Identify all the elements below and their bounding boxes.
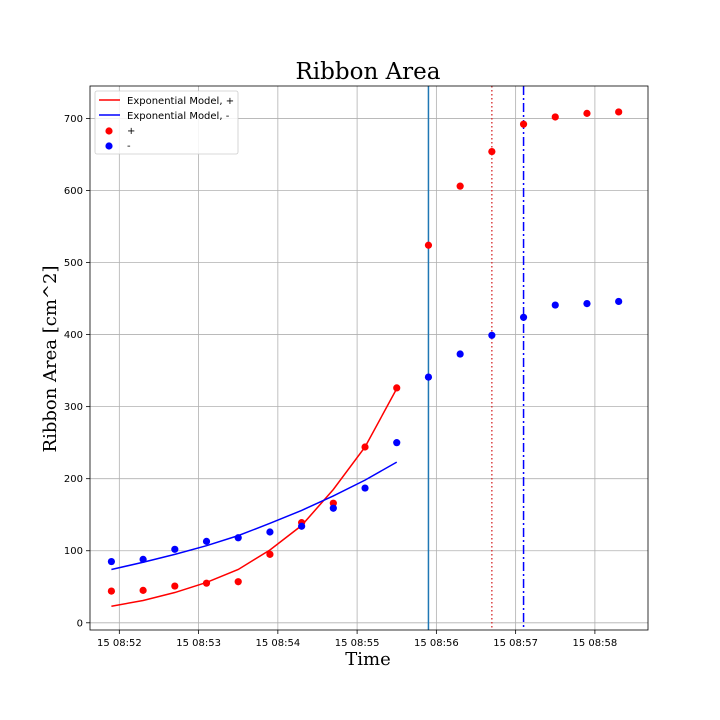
point-minus (519, 313, 528, 321)
point-plus (361, 443, 369, 451)
point-minus (329, 504, 337, 512)
legend-label: Exponential Model, + (127, 96, 234, 107)
legend-label: Exponential Model, - (127, 111, 230, 122)
point-minus (234, 534, 242, 542)
point-minus (615, 297, 623, 306)
point-plus (171, 582, 179, 590)
y-tick-label: 500 (64, 258, 83, 269)
point-minus (361, 484, 369, 492)
y-tick-label: 0 (77, 618, 83, 629)
point-minus (456, 350, 464, 358)
point-plus (266, 550, 274, 558)
x-tick-label: 15 08:55 (335, 638, 380, 649)
y-tick-label: 400 (64, 330, 83, 341)
point-plus (456, 182, 464, 190)
point-minus (488, 331, 496, 339)
legend-swatch-dot (105, 142, 113, 150)
vertical-markers (427, 86, 525, 630)
point-minus (583, 300, 591, 308)
point-minus (424, 373, 433, 381)
legend-label: - (127, 141, 131, 152)
point-plus (488, 147, 496, 156)
chart-title: Ribbon Area (295, 59, 440, 85)
legend-box (94, 90, 239, 155)
legend-swatch-dot (105, 127, 113, 135)
point-minus (298, 522, 306, 530)
point-plus (107, 587, 116, 595)
point-plus (234, 578, 242, 586)
y-tick-label: 600 (64, 186, 83, 197)
x-axis-label: Time (345, 649, 390, 670)
point-plus (551, 113, 559, 121)
point-minus (171, 545, 179, 553)
point-minus (266, 528, 274, 536)
point-plus (424, 241, 433, 249)
point-plus (202, 579, 211, 587)
y-tick-label: 300 (64, 402, 83, 413)
model-line-exponential-model (111, 388, 398, 607)
plot-frame (89, 85, 649, 631)
point-minus (139, 555, 147, 563)
axis-ticks: 15 08:52 15 08:53 15 08:54 15 08:55 15 08:56… (64, 114, 617, 649)
x-tick-label: 15 08:52 (97, 638, 142, 649)
point-plus (615, 108, 623, 116)
model-lines (111, 388, 398, 607)
y-axis-label: Ribbon Area [cm^2] (40, 266, 61, 453)
point-minus (393, 439, 401, 447)
legend-label: + (127, 126, 135, 137)
y-tick-label: 100 (64, 546, 83, 557)
point-plus (393, 384, 401, 392)
y-tick-label: 700 (64, 114, 83, 125)
legend: Exponential Model, + Exponential Model, -… (94, 90, 239, 155)
x-tick-label: 15 08:58 (573, 638, 618, 649)
point-plus (519, 120, 528, 128)
y-tick-label: 200 (64, 474, 83, 485)
point-plus (583, 109, 591, 117)
model-line-exponential-model (111, 461, 398, 571)
data-points (107, 108, 623, 595)
point-minus (107, 557, 116, 566)
point-plus (139, 586, 147, 594)
x-tick-label: 15 08:57 (493, 638, 538, 649)
point-minus (202, 537, 211, 545)
x-tick-label: 15 08:54 (255, 638, 300, 649)
x-tick-label: 15 08:56 (414, 638, 459, 649)
point-minus (551, 301, 559, 309)
point-plus (329, 499, 337, 507)
x-tick-label: 15 08:53 (176, 638, 221, 649)
